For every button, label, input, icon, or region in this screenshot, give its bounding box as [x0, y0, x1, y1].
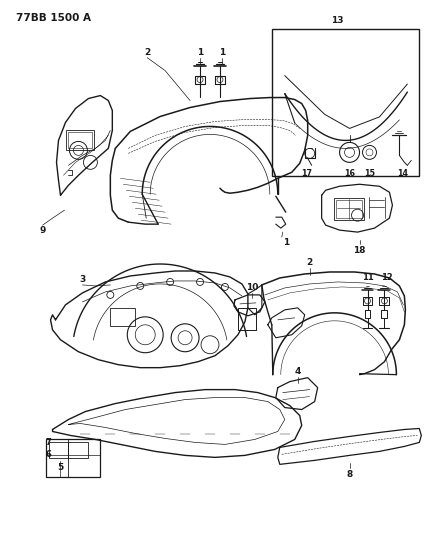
Text: 6: 6 — [46, 450, 51, 459]
Bar — [272, 29, 419, 176]
Text: 1: 1 — [219, 48, 225, 57]
Bar — [333, 198, 363, 220]
Bar — [45, 439, 101, 478]
Text: 15: 15 — [364, 169, 375, 178]
Text: 1: 1 — [197, 48, 203, 57]
Text: 8: 8 — [346, 470, 353, 479]
Text: 4: 4 — [294, 367, 301, 376]
Bar — [68, 442, 89, 458]
Bar — [66, 131, 95, 150]
Text: 17: 17 — [301, 169, 312, 178]
Text: 2: 2 — [306, 257, 313, 266]
Bar — [110, 308, 135, 326]
Text: 18: 18 — [353, 246, 366, 255]
Bar — [238, 308, 256, 330]
Text: 16: 16 — [344, 169, 355, 178]
Bar — [68, 132, 92, 148]
Text: 14: 14 — [397, 169, 408, 178]
Bar — [336, 200, 362, 218]
Text: 1: 1 — [282, 238, 289, 247]
Text: 9: 9 — [39, 225, 46, 235]
Text: 10: 10 — [246, 284, 258, 293]
Text: 7: 7 — [46, 438, 51, 447]
Text: 77BB 1500 A: 77BB 1500 A — [16, 13, 91, 23]
Bar — [48, 442, 68, 458]
Text: 11: 11 — [362, 273, 373, 282]
Text: 3: 3 — [79, 276, 86, 285]
Text: 2: 2 — [144, 48, 150, 57]
Text: 12: 12 — [380, 273, 392, 282]
Text: 5: 5 — [57, 463, 64, 472]
Text: 13: 13 — [331, 17, 344, 25]
